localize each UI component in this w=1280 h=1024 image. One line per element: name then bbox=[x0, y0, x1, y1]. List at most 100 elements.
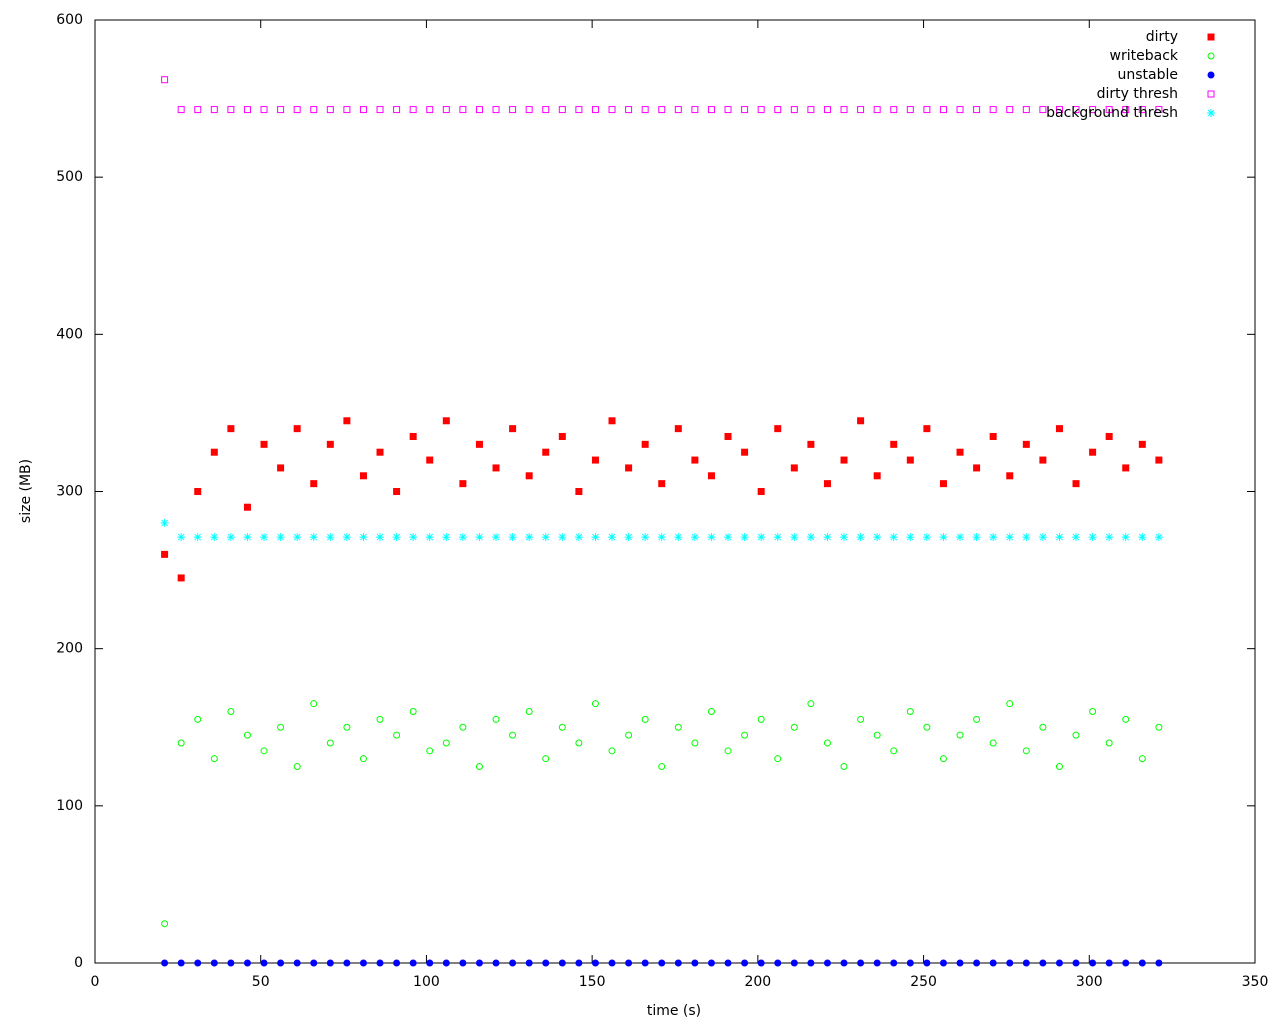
point bbox=[194, 106, 202, 114]
point bbox=[1088, 533, 1097, 542]
point bbox=[442, 533, 451, 542]
point bbox=[873, 472, 881, 480]
point bbox=[426, 747, 434, 755]
point bbox=[773, 533, 782, 542]
point bbox=[890, 959, 898, 967]
point bbox=[558, 432, 566, 440]
point bbox=[757, 533, 766, 542]
point bbox=[194, 715, 202, 723]
point bbox=[160, 518, 169, 527]
point bbox=[923, 723, 931, 731]
point bbox=[591, 106, 599, 114]
point bbox=[956, 448, 964, 456]
point bbox=[409, 106, 417, 114]
point bbox=[575, 488, 583, 495]
point bbox=[1072, 480, 1080, 488]
point bbox=[1039, 106, 1047, 114]
point bbox=[724, 533, 733, 542]
point bbox=[856, 533, 865, 542]
point bbox=[575, 959, 583, 967]
point bbox=[823, 106, 831, 114]
point bbox=[210, 755, 218, 763]
point bbox=[426, 456, 434, 464]
point bbox=[1122, 106, 1130, 114]
point bbox=[1072, 731, 1080, 739]
point bbox=[823, 533, 832, 542]
point bbox=[293, 425, 301, 433]
point bbox=[260, 533, 269, 542]
point bbox=[359, 106, 367, 114]
x-tick-label: 50 bbox=[252, 974, 270, 990]
point bbox=[1138, 959, 1146, 967]
point bbox=[741, 731, 749, 739]
point bbox=[890, 747, 898, 755]
point bbox=[641, 106, 649, 114]
point bbox=[840, 456, 848, 464]
point bbox=[558, 106, 566, 114]
point bbox=[972, 533, 981, 542]
point bbox=[376, 715, 384, 723]
point bbox=[591, 959, 599, 967]
point bbox=[674, 106, 682, 114]
point bbox=[1022, 747, 1030, 755]
point bbox=[277, 464, 285, 472]
point bbox=[393, 106, 401, 114]
point bbox=[906, 959, 914, 967]
point bbox=[956, 106, 964, 114]
point bbox=[1006, 472, 1014, 480]
point bbox=[161, 959, 169, 967]
point bbox=[1022, 440, 1030, 448]
point bbox=[558, 723, 566, 731]
point bbox=[1039, 723, 1047, 731]
point bbox=[475, 763, 483, 771]
point bbox=[625, 959, 633, 967]
point bbox=[740, 533, 749, 542]
point bbox=[1006, 700, 1014, 708]
point bbox=[658, 480, 666, 488]
point bbox=[492, 464, 500, 472]
point bbox=[343, 106, 351, 114]
point bbox=[1155, 456, 1163, 464]
point bbox=[310, 700, 318, 708]
point bbox=[475, 959, 483, 967]
point bbox=[542, 959, 550, 967]
point bbox=[475, 533, 484, 542]
point bbox=[509, 106, 517, 114]
legend-marker bbox=[1207, 71, 1215, 79]
legend-marker bbox=[1207, 109, 1215, 117]
point bbox=[359, 472, 367, 480]
point bbox=[658, 106, 666, 114]
point bbox=[409, 708, 417, 716]
point bbox=[674, 723, 682, 731]
point bbox=[741, 106, 749, 114]
point bbox=[260, 959, 268, 967]
point bbox=[906, 456, 914, 464]
point bbox=[243, 106, 251, 114]
point bbox=[243, 503, 251, 511]
point bbox=[459, 480, 467, 488]
point bbox=[210, 959, 218, 967]
point bbox=[542, 106, 550, 114]
point bbox=[658, 959, 666, 967]
point bbox=[724, 106, 732, 114]
point bbox=[939, 755, 947, 763]
point bbox=[608, 106, 616, 114]
legend-label: dirty bbox=[1146, 29, 1178, 45]
point bbox=[724, 432, 732, 440]
legend-label: background thresh bbox=[1046, 105, 1178, 121]
point bbox=[426, 959, 434, 967]
point bbox=[690, 533, 699, 542]
point bbox=[210, 448, 218, 456]
point bbox=[641, 959, 649, 967]
point bbox=[591, 533, 600, 542]
point bbox=[277, 106, 285, 114]
point bbox=[989, 533, 998, 542]
point bbox=[558, 959, 566, 967]
point bbox=[575, 739, 583, 747]
point bbox=[923, 106, 931, 114]
point bbox=[923, 959, 931, 967]
point bbox=[608, 959, 616, 967]
point bbox=[608, 533, 617, 542]
point bbox=[227, 959, 235, 967]
point bbox=[1055, 106, 1063, 114]
